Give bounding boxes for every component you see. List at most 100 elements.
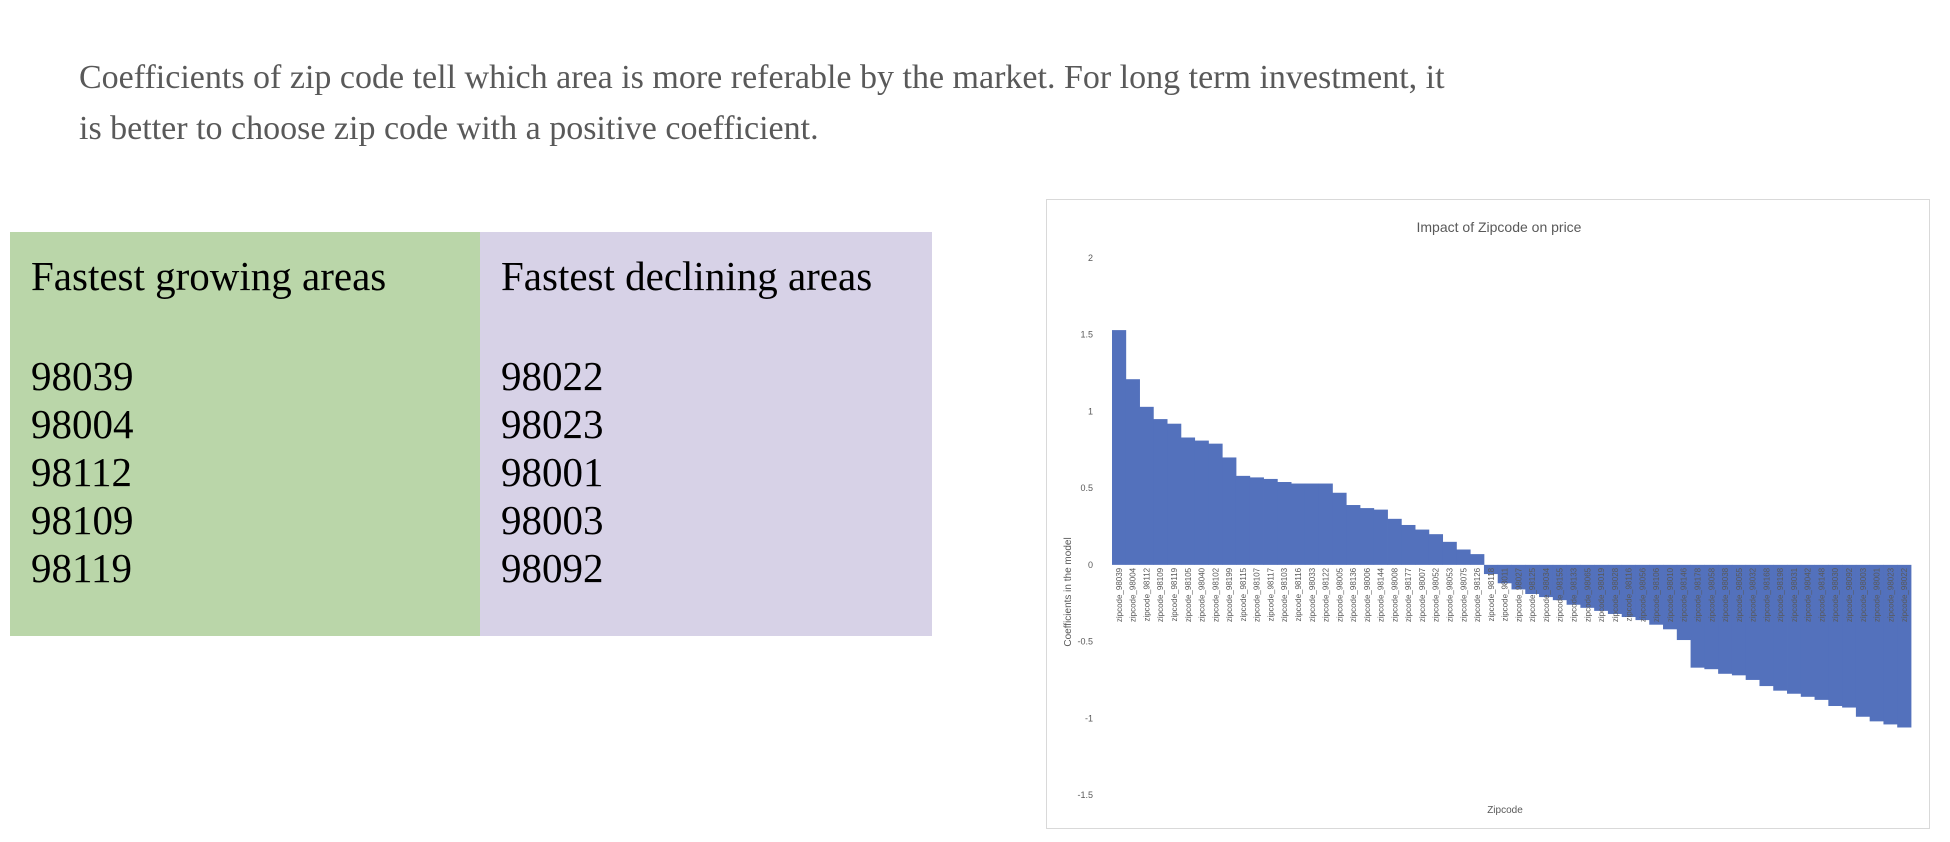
bar-zipcode-98038 xyxy=(1718,564,1733,674)
x-tick-label: zipcode_98126 xyxy=(1473,567,1482,622)
x-tick-label: zipcode_98092 xyxy=(1845,567,1854,622)
intro-paragraph: Coefficients of zip code tell which area… xyxy=(79,52,1599,154)
x-tick-label: zipcode_98056 xyxy=(1638,567,1647,622)
x-tick-label: zipcode_98032 xyxy=(1749,567,1758,622)
bar-zipcode-98148 xyxy=(1814,564,1829,700)
y-tick-label: 0 xyxy=(1088,560,1093,570)
x-tick-label: zipcode_98039 xyxy=(1115,567,1124,622)
x-tick-label: zipcode_98102 xyxy=(1211,567,1220,622)
growing-zipcode: 98109 xyxy=(31,497,134,543)
y-tick-label: -0.5 xyxy=(1077,637,1093,647)
y-tick-label: -1.5 xyxy=(1077,790,1093,800)
x-tick-label: zipcode_98022 xyxy=(1900,567,1909,622)
x-tick-label: zipcode_98105 xyxy=(1184,567,1193,622)
x-tick-label: zipcode_98146 xyxy=(1680,567,1689,622)
growing-zipcode: 98112 xyxy=(31,449,132,495)
x-tick-label: zipcode_98117 xyxy=(1266,567,1275,621)
bar-zipcode-98022 xyxy=(1897,564,1912,728)
bar-zipcode-98103 xyxy=(1277,482,1292,565)
bar-zipcode-98011 xyxy=(1497,564,1512,584)
bar-zipcode-98155 xyxy=(1552,564,1568,601)
growing-zipcode: 98039 xyxy=(31,353,134,399)
bar-zipcode-98056 xyxy=(1635,564,1650,621)
x-tick-label: zipcode_98148 xyxy=(1817,567,1826,622)
bar-zipcode-98144 xyxy=(1373,509,1388,565)
bar-zipcode-98106 xyxy=(1649,564,1664,625)
bar-zipcode-98178 xyxy=(1690,564,1705,668)
x-tick-label: zipcode_98133 xyxy=(1569,567,1578,622)
x-tick-label: zipcode_98001 xyxy=(1873,567,1882,622)
x-tick-label: zipcode_98033 xyxy=(1308,567,1317,622)
bar-zipcode-98042 xyxy=(1800,564,1815,697)
intro-line-2: is better to choose zip code with a posi… xyxy=(79,110,819,147)
x-tick-label: zipcode_98065 xyxy=(1583,567,1592,622)
x-tick-label: zipcode_98199 xyxy=(1225,567,1234,622)
y-tick-label: 1 xyxy=(1088,406,1093,416)
bar-zipcode-98019 xyxy=(1594,564,1609,611)
bar-zipcode-98199 xyxy=(1222,457,1237,565)
x-tick-label: zipcode_98115 xyxy=(1239,567,1248,621)
declining-zipcode: 98003 xyxy=(501,497,604,543)
bar-zipcode-98052 xyxy=(1428,534,1444,565)
x-tick-label: zipcode_98038 xyxy=(1721,567,1730,622)
x-tick-label: zipcode_98116 xyxy=(1625,567,1634,621)
bars-group xyxy=(1112,330,1912,728)
bar-zipcode-98107 xyxy=(1249,477,1264,565)
bar-zipcode-98118 xyxy=(1483,564,1499,575)
x-tick-label: zipcode_98006 xyxy=(1363,567,1372,622)
x-tick-label: zipcode_98004 xyxy=(1129,567,1138,622)
bar-zipcode-98109 xyxy=(1153,419,1168,565)
x-tick-label: zipcode_98075 xyxy=(1459,567,1468,622)
bar-zipcode-98008 xyxy=(1387,518,1402,565)
bar-zipcode-98040 xyxy=(1194,440,1209,565)
x-tick-label: zipcode_98106 xyxy=(1652,567,1661,622)
x-tick-label: zipcode_98118 xyxy=(1487,567,1496,621)
x-axis-label: Zipcode xyxy=(1487,805,1523,816)
intro-line-1: Coefficients of zip code tell which area… xyxy=(79,59,1445,96)
bar-zipcode-98053 xyxy=(1442,541,1457,565)
bar-zipcode-98027 xyxy=(1511,564,1526,590)
declining-zipcode: 98023 xyxy=(501,401,604,447)
bar-zipcode-98058 xyxy=(1704,564,1719,670)
x-tick-label: zipcode_98052 xyxy=(1432,567,1441,622)
x-tick-label: zipcode_98053 xyxy=(1446,567,1455,622)
bar-zipcode-98136 xyxy=(1346,505,1361,565)
x-tick-label: zipcode_98005 xyxy=(1335,567,1344,622)
x-tick-label: zipcode_98109 xyxy=(1156,567,1165,622)
bar-zipcode-98031 xyxy=(1787,564,1802,694)
chart-title: Impact of Zipcode on price xyxy=(1417,219,1582,235)
x-axis-ticks: zipcode_98039 zipcode_98004 zipcode_98112 z… xyxy=(1115,567,1909,622)
bar-zipcode-98034 xyxy=(1539,564,1554,598)
x-tick-label: zipcode_98177 xyxy=(1404,567,1413,622)
chart-svg: Impact of Zipcode on price Coefficients … xyxy=(1063,219,1912,816)
y-tick-label: 1.5 xyxy=(1080,330,1093,340)
bar-zipcode-98055 xyxy=(1731,564,1747,676)
bar-zipcode-98032 xyxy=(1745,564,1760,680)
y-tick-label: -1 xyxy=(1085,713,1093,723)
y-axis-ticks: 2 1.5 1 0.5 0 -0.5 -1 -1.5 xyxy=(1077,253,1093,800)
bar-zipcode-98007 xyxy=(1415,529,1430,565)
bar-zipcode-98028 xyxy=(1607,564,1623,614)
bar-zipcode-98102 xyxy=(1208,443,1223,565)
fastest-growing-title: Fastest growing areas xyxy=(31,253,387,299)
x-tick-label: zipcode_98007 xyxy=(1418,567,1427,622)
bar-zipcode-98105 xyxy=(1180,437,1196,565)
x-tick-label: zipcode_98034 xyxy=(1542,567,1551,622)
fastest-growing-list: 98039 98004 98112 98109 98119 xyxy=(31,352,134,592)
x-tick-label: zipcode_98144 xyxy=(1377,567,1386,622)
bar-zipcode-98006 xyxy=(1359,508,1375,565)
bar-zipcode-98065 xyxy=(1580,564,1595,608)
y-axis-label: Coefficients in the model xyxy=(1063,537,1074,646)
x-tick-label: zipcode_98040 xyxy=(1198,567,1207,622)
x-tick-label: zipcode_98027 xyxy=(1514,567,1523,622)
x-tick-label: zipcode_98116 xyxy=(1294,567,1303,621)
x-tick-label: zipcode_98042 xyxy=(1804,567,1813,622)
declining-zipcode: 98092 xyxy=(501,545,604,591)
bar-zipcode-98116 xyxy=(1291,483,1306,565)
bar-zipcode-98122 xyxy=(1318,483,1333,565)
fastest-declining-list: 98022 98023 98001 98003 98092 xyxy=(501,352,604,592)
bar-zipcode-98030 xyxy=(1828,564,1843,707)
fastest-declining-title: Fastest declining areas xyxy=(501,253,873,299)
bar-zipcode-98198 xyxy=(1773,564,1788,691)
x-tick-label: zipcode_98008 xyxy=(1390,567,1399,622)
